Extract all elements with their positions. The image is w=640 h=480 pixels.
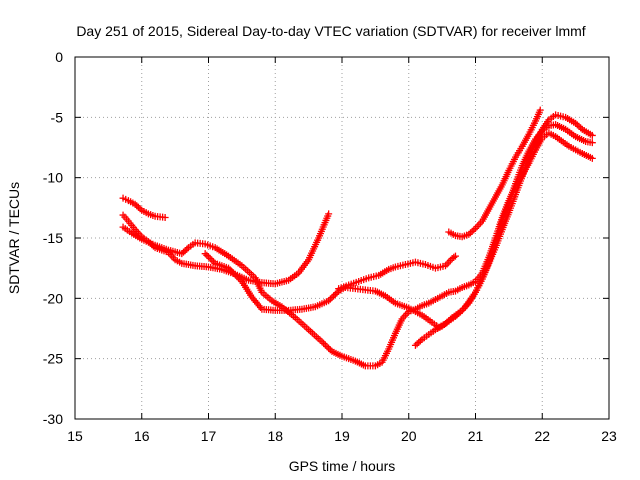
data-point-marker (326, 346, 334, 354)
data-markers (119, 106, 596, 370)
data-point-marker (134, 203, 142, 211)
data-point-marker (572, 119, 580, 127)
data-point-marker (411, 341, 419, 349)
data-point-marker (225, 264, 233, 272)
series-track-b (119, 210, 333, 288)
series-track-g (411, 111, 596, 349)
x-axis-ticks: 15 16 17 18 19 20 21 22 23 (67, 57, 617, 444)
data-point-marker (205, 253, 212, 261)
data-point-marker (415, 338, 423, 346)
data-point-marker (131, 200, 139, 208)
data-point-marker (326, 295, 334, 303)
data-point-marker (325, 344, 333, 352)
data-point-marker (468, 227, 476, 235)
data-point-marker (325, 297, 333, 305)
x-tick-label: 15 (67, 428, 83, 444)
x-tick-label: 23 (601, 428, 617, 444)
data-point-marker (588, 139, 596, 147)
x-tick-label: 18 (267, 428, 283, 444)
data-point-marker (328, 294, 336, 302)
y-tick-label: -25 (43, 351, 63, 367)
data-point-marker (236, 276, 244, 284)
series-track-a (119, 194, 169, 221)
data-point-marker (230, 269, 238, 277)
data-point-marker (588, 131, 596, 139)
y-tick-label: 0 (55, 49, 63, 65)
data-point-marker (451, 252, 459, 260)
data-point-marker (325, 210, 333, 218)
data-point-marker (573, 121, 581, 129)
data-point-marker (321, 341, 329, 349)
data-point-marker (226, 266, 234, 274)
data-point-marker (133, 202, 141, 210)
data-point-marker (235, 274, 243, 282)
series-track-e (335, 252, 459, 293)
data-point-marker (416, 337, 424, 345)
x-tick-label: 21 (468, 428, 484, 444)
y-tick-label: -15 (43, 230, 63, 246)
data-point-marker (233, 272, 241, 280)
data-point-marker (318, 338, 326, 346)
y-axis-label: SDTVAR / TECUs (6, 182, 22, 294)
gridlines (75, 57, 609, 419)
x-tick-label: 22 (534, 428, 550, 444)
x-tick-label: 16 (134, 428, 150, 444)
y-tick-label: -5 (51, 109, 64, 125)
data-point-marker (451, 312, 459, 320)
x-tick-label: 20 (401, 428, 417, 444)
data-point-marker (450, 253, 458, 261)
data-point-marker (330, 292, 338, 300)
y-axis-ticks: 0 -5 -10 -15 -20 -25 -30 (43, 49, 609, 427)
x-tick-label: 19 (334, 428, 350, 444)
data-point-marker (455, 309, 463, 317)
data-point-marker (161, 213, 169, 221)
data-point-marker (320, 339, 328, 347)
data-point-marker (577, 124, 585, 132)
data-point-marker (201, 250, 209, 258)
data-point-marker (323, 343, 331, 351)
x-tick-label: 17 (201, 428, 217, 444)
data-point-marker (456, 308, 464, 316)
data-point-marker (228, 267, 236, 275)
data-point-marker (588, 154, 596, 162)
data-point-marker (206, 255, 214, 263)
data-point-marker (331, 290, 339, 298)
data-point-marker (136, 205, 144, 213)
series-track-f (445, 106, 544, 241)
data-point-marker (210, 258, 218, 266)
data-point-marker (413, 340, 421, 348)
data-point-marker (333, 289, 341, 297)
data-point-marker (466, 229, 474, 237)
chart-title: Day 251 of 2015, Sidereal Day-to-day VTE… (76, 23, 585, 39)
data-point-marker (179, 248, 187, 256)
data-point-marker (536, 106, 544, 114)
data-point-marker (231, 271, 239, 279)
data-point-marker (575, 122, 583, 130)
data-point-marker (178, 250, 186, 258)
data-point-marker (203, 251, 211, 259)
data-point-marker (453, 311, 461, 319)
x-axis-label: GPS time / hours (289, 458, 396, 474)
y-tick-label: -10 (43, 170, 63, 186)
data-point-marker (183, 245, 191, 253)
data-point-marker (181, 247, 189, 255)
data-point-marker (208, 256, 216, 264)
data-point-marker (465, 230, 473, 238)
y-tick-label: -20 (43, 290, 63, 306)
y-tick-label: -30 (43, 411, 63, 427)
data-point-marker (470, 226, 478, 234)
